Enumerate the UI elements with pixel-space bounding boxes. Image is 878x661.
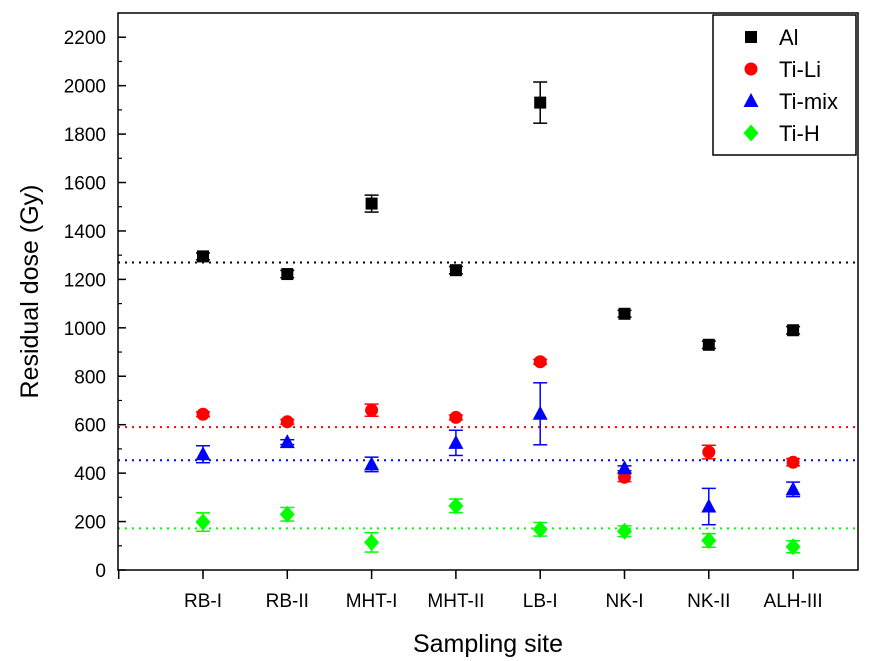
x-tick-label: RB-I — [184, 591, 222, 612]
point-ti-h — [532, 520, 548, 538]
point-ti-mix — [617, 460, 632, 475]
point-al — [702, 338, 715, 351]
point-al — [534, 96, 547, 109]
point-ti-li — [533, 355, 547, 369]
legend-marker-al — [745, 31, 757, 43]
x-tick-label: MHT-I — [346, 591, 398, 612]
legend-marker-ti-h — [743, 124, 759, 142]
x-axis-title: Sampling site — [413, 630, 563, 658]
point-ti-h — [195, 513, 211, 531]
point-al — [365, 197, 378, 210]
point-ti-h — [364, 533, 380, 551]
legend-box — [712, 14, 857, 156]
x-tick-label: ALH-III — [764, 591, 823, 612]
y-tick-label: 200 — [74, 513, 106, 534]
y-tick-label: 800 — [74, 367, 106, 388]
y-tick-label: 400 — [74, 464, 106, 485]
y-tick-label: 1400 — [64, 222, 106, 243]
data-points — [195, 81, 801, 556]
reference-lines — [118, 261, 858, 530]
legend: Al Ti-Li Ti-mix Ti-H — [712, 14, 857, 156]
legend-label-al: Al — [779, 25, 799, 50]
point-al — [787, 324, 800, 337]
y-axis-title: Residual dose (Gy) — [16, 185, 44, 399]
legend-label-ti-mix: Ti-mix — [779, 89, 838, 114]
plot-frame — [117, 12, 859, 571]
point-al — [449, 264, 462, 277]
point-ti-h — [701, 531, 717, 549]
y-tick-label: 1000 — [64, 319, 106, 340]
y-tick-label: 0 — [95, 561, 106, 582]
point-ti-mix — [279, 434, 295, 449]
point-ti-li — [449, 410, 463, 424]
point-ti-h — [617, 522, 632, 540]
point-ti-li — [280, 415, 294, 429]
x-tick-label: NK-I — [606, 591, 644, 612]
point-al — [281, 268, 294, 281]
y-tick-label: 1600 — [64, 174, 106, 195]
y-tick-label: 2000 — [64, 77, 106, 98]
legend-marker-ti-li — [744, 62, 758, 76]
point-ti-mix — [532, 405, 548, 420]
point-ti-li — [786, 455, 800, 469]
legend-label-ti-h: Ti-H — [779, 121, 820, 146]
point-ti-mix — [701, 498, 717, 513]
point-ti-li — [196, 407, 210, 421]
x-tick-label: NK-II — [687, 591, 730, 612]
x-tick-label: MHT-II — [427, 591, 484, 612]
point-ti-mix — [195, 446, 211, 461]
y-tick-label: 1200 — [64, 270, 106, 291]
y-tick-label: 600 — [74, 416, 106, 437]
x-tick-label: LB-I — [523, 591, 558, 612]
y-tick-label: 1800 — [64, 125, 106, 146]
axes: 0 200 400 600 800 1000 1200 1400 1600 1800 2000 220… — [64, 12, 859, 612]
point-al — [197, 250, 209, 263]
point-al — [618, 307, 631, 320]
point-ti-mix — [364, 456, 380, 471]
x-tick-label: RB-II — [266, 591, 309, 612]
point-ti-mix — [785, 481, 801, 496]
point-ti-li — [702, 445, 716, 459]
point-ti-mix — [448, 434, 464, 449]
legend-label-ti-li: Ti-Li — [779, 57, 821, 82]
point-ti-h — [279, 505, 295, 523]
legend-marker-ti-mix — [743, 93, 759, 107]
point-ti-li — [365, 403, 379, 417]
point-ti-h — [448, 497, 464, 515]
point-ti-h — [785, 538, 801, 556]
y-tick-label: 2200 — [64, 28, 106, 49]
